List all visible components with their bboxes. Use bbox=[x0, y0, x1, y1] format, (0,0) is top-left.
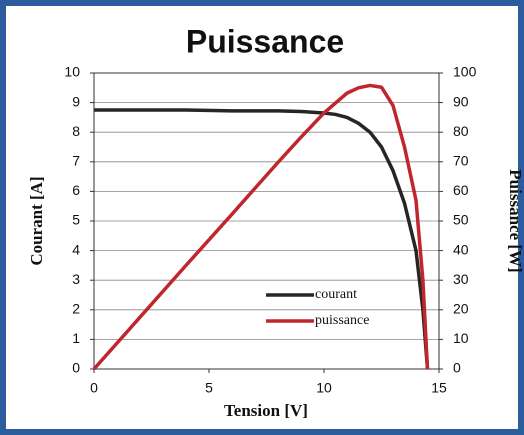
series-line bbox=[92, 83, 430, 371]
y-tick-label: 2 bbox=[72, 301, 80, 317]
y2-tick-label: 20 bbox=[453, 301, 469, 317]
x-tick-label: 5 bbox=[205, 380, 213, 396]
y-tick-label: 4 bbox=[72, 241, 80, 257]
chart-title: Puissance bbox=[186, 23, 344, 59]
y2-tick-label: 90 bbox=[453, 93, 469, 109]
plot-area bbox=[93, 72, 440, 370]
y2-tick-label: 70 bbox=[453, 153, 469, 169]
y2-tick-label: 30 bbox=[453, 271, 469, 287]
y-tick-label: 1 bbox=[72, 330, 80, 346]
y-tick-label: 5 bbox=[72, 212, 80, 228]
x-axis-label: Tension [V] bbox=[224, 401, 308, 420]
y-tick-label: 3 bbox=[72, 271, 80, 287]
y-tick-label: 10 bbox=[64, 64, 80, 80]
y2-tick-label: 60 bbox=[453, 182, 469, 198]
legend-label: courant bbox=[315, 287, 357, 302]
y-tick-label: 6 bbox=[72, 182, 80, 198]
y2-tick-label: 10 bbox=[453, 330, 469, 346]
y-tick-label: 9 bbox=[72, 93, 80, 109]
y2-tick-label: 80 bbox=[453, 123, 469, 139]
x-tick-label: 10 bbox=[316, 380, 332, 396]
y2-axis-label: Puissance [W] bbox=[506, 169, 524, 272]
y-tick-label: 0 bbox=[72, 360, 80, 376]
legend-label: puissance bbox=[315, 313, 369, 328]
y2-tick-label: 100 bbox=[453, 64, 477, 80]
y-tick-label: 8 bbox=[72, 123, 80, 139]
y2-tick-label: 40 bbox=[453, 241, 469, 257]
y2-tick-label: 50 bbox=[453, 212, 469, 228]
x-tick-label: 0 bbox=[90, 380, 98, 396]
y2-tick-label: 0 bbox=[453, 360, 461, 376]
y-axis-label: Courant [A] bbox=[27, 176, 46, 265]
y-tick-label: 7 bbox=[72, 153, 80, 169]
x-tick-label: 15 bbox=[431, 380, 447, 396]
series-line bbox=[94, 108, 430, 370]
